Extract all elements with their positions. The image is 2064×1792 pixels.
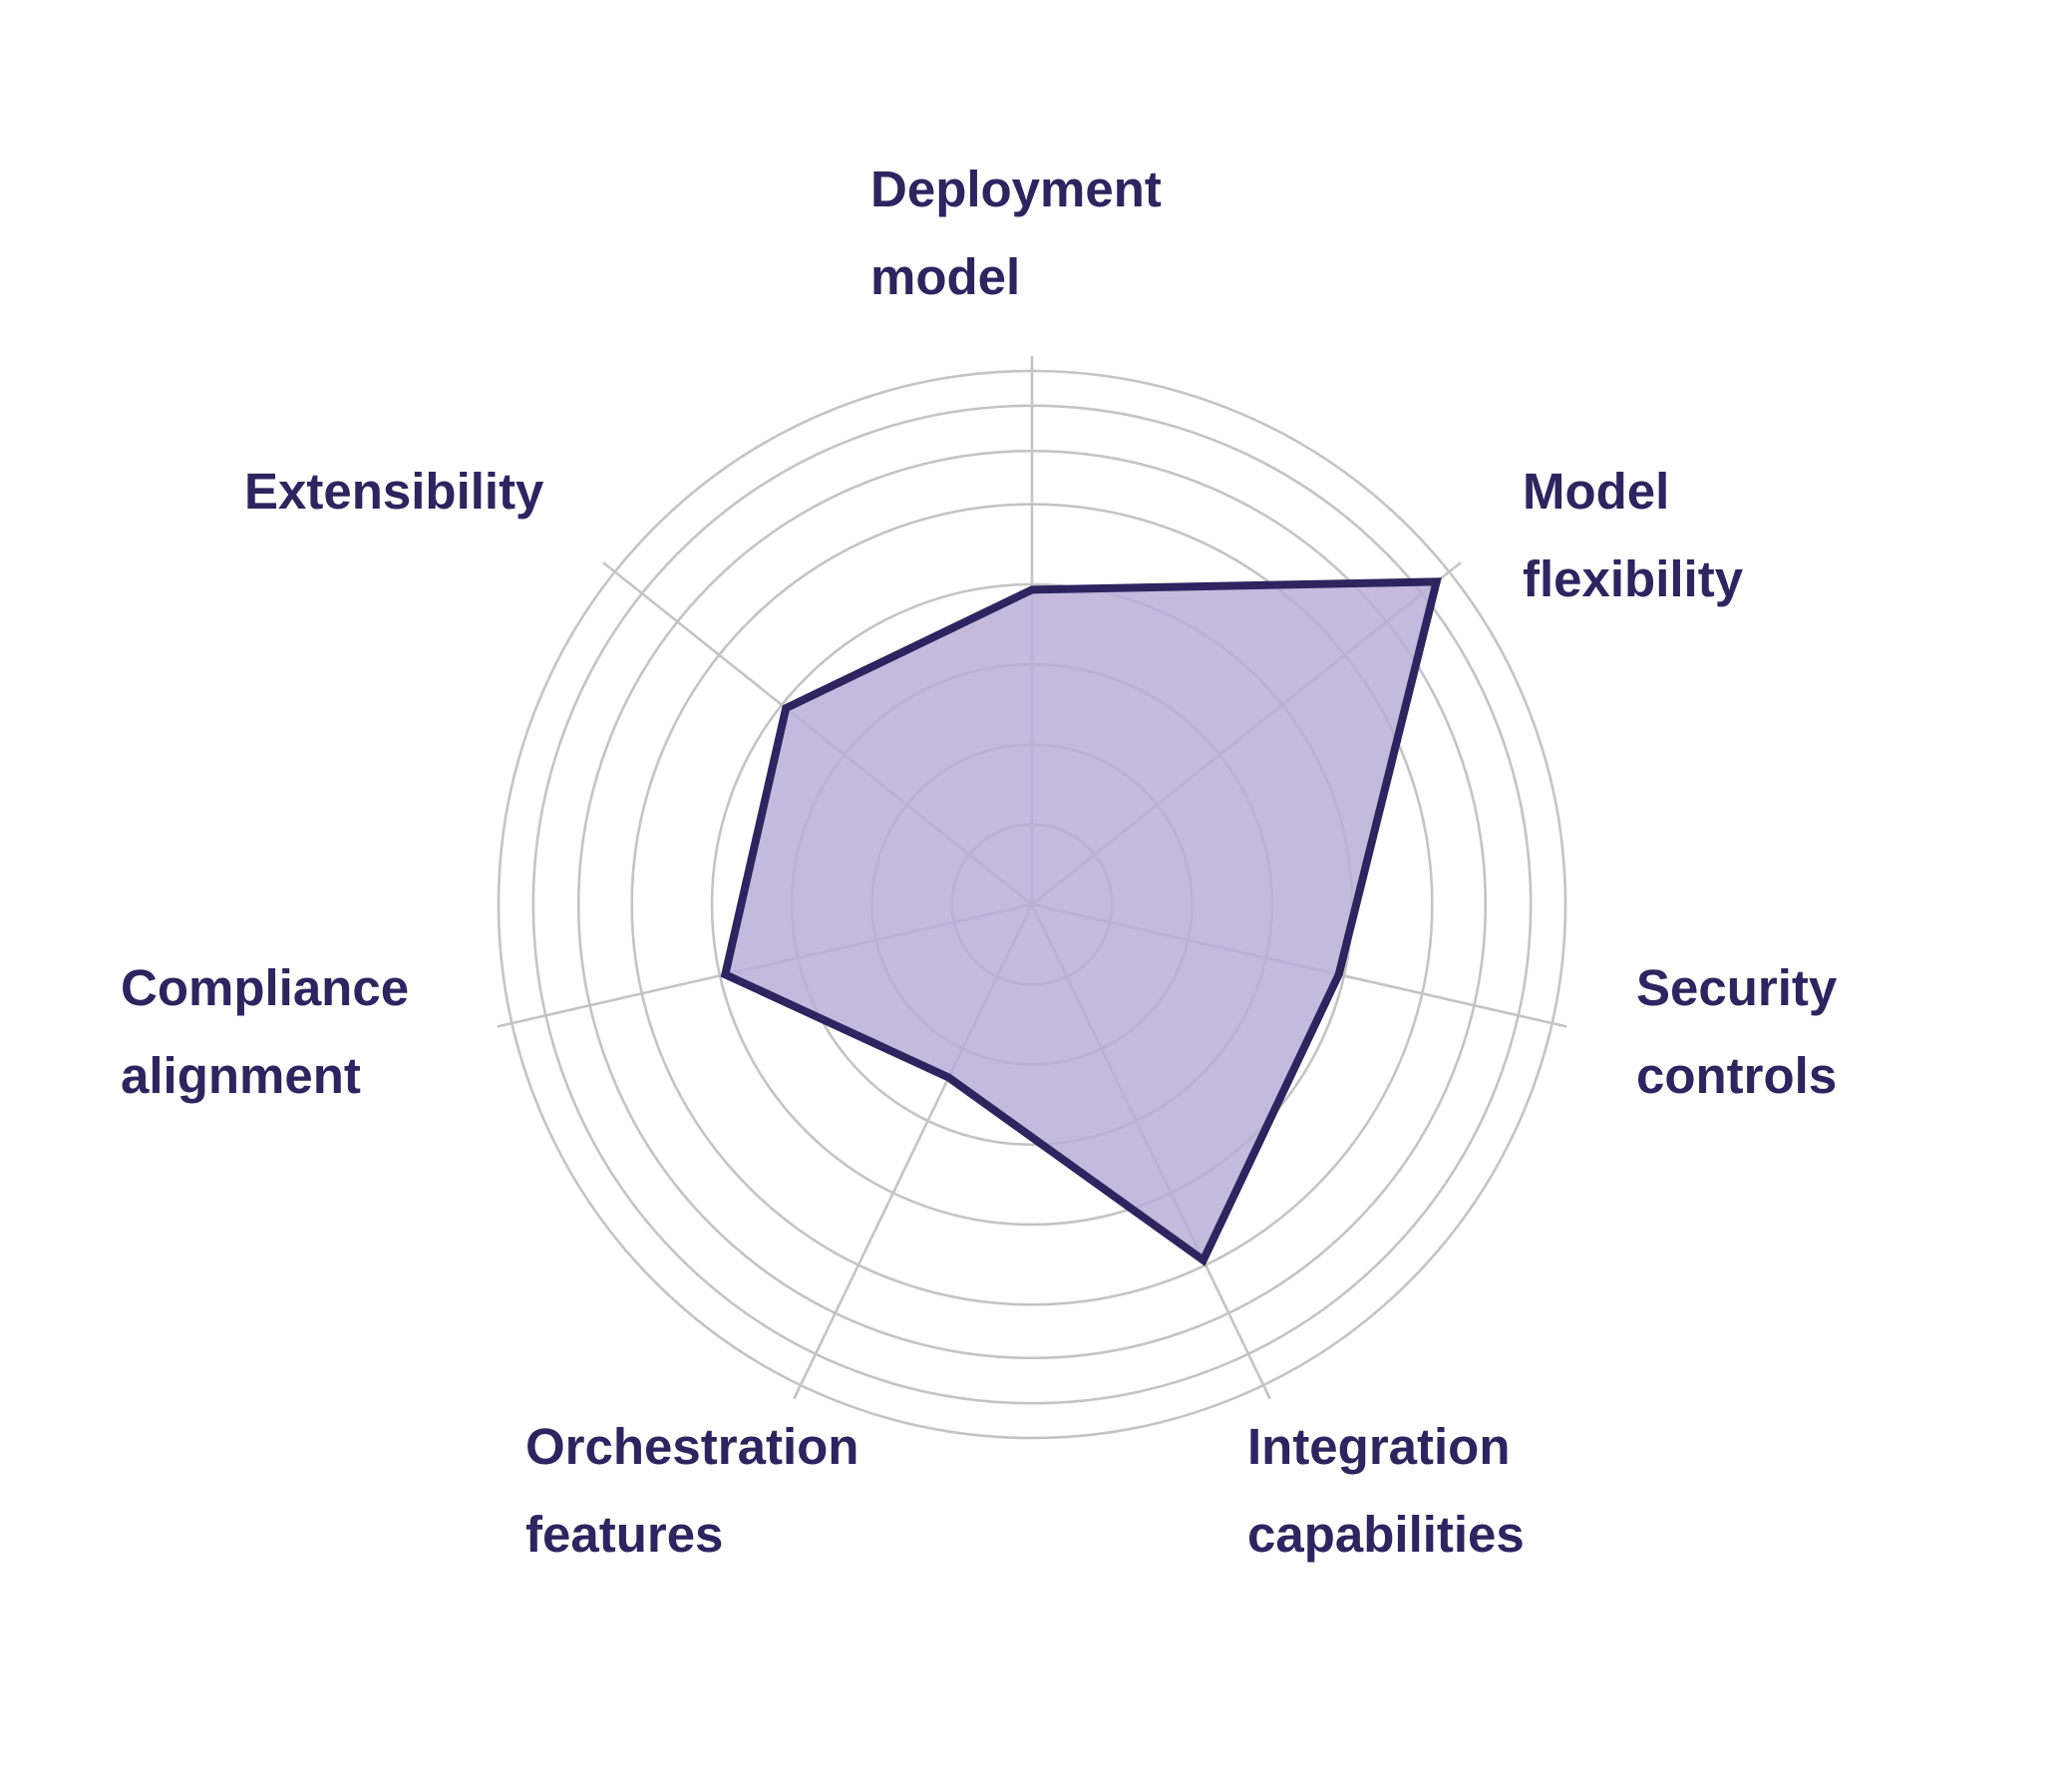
axis-label-line: Deployment bbox=[870, 161, 1162, 217]
axis-label-line: controls bbox=[1636, 1047, 1837, 1104]
axis-label-line: Model bbox=[1523, 463, 1669, 520]
axis-label: Model flexibility bbox=[1523, 463, 1744, 607]
axis-label: Extensibility bbox=[244, 463, 544, 520]
axis-label-line: Orchestration bbox=[525, 1418, 859, 1475]
data-point bbox=[1029, 586, 1035, 593]
data-point bbox=[1200, 1256, 1206, 1263]
axis-label: Orchestration features bbox=[525, 1418, 859, 1563]
data-point bbox=[1433, 578, 1440, 585]
axis-label-line: model bbox=[870, 248, 1020, 305]
axis-label-line: Compliance bbox=[121, 959, 409, 1016]
data-point bbox=[1335, 971, 1342, 978]
axis-label: Compliance alignment bbox=[121, 959, 409, 1104]
axis-label-line: Security bbox=[1636, 959, 1838, 1016]
axis-label-line: capabilities bbox=[1247, 1506, 1525, 1563]
data-point bbox=[945, 1074, 952, 1081]
axis-label-line: Extensibility bbox=[244, 463, 544, 520]
axis-label-line: alignment bbox=[121, 1047, 361, 1104]
axis-label: Deployment model bbox=[870, 161, 1162, 305]
series-area bbox=[720, 577, 1442, 1266]
data-point bbox=[722, 971, 729, 978]
axis-label-line: features bbox=[525, 1506, 723, 1563]
axis-label-line: flexibility bbox=[1523, 550, 1744, 607]
axis-label: Security controls bbox=[1636, 959, 1838, 1104]
axis-labels: Deployment model Model flexibility Security c… bbox=[121, 161, 1838, 1563]
data-point bbox=[783, 705, 790, 712]
axis-label-line: Integration bbox=[1247, 1418, 1511, 1475]
axis-label: Integration capabilities bbox=[1247, 1418, 1525, 1563]
data-layer bbox=[720, 577, 1442, 1266]
